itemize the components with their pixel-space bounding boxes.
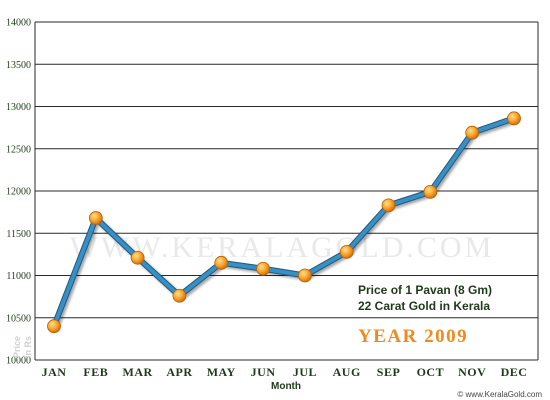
x-axis-ticks: JAN FEB MAR APR MAY JUN JUL AUG SEP OCT NOV DEC xyxy=(42,365,528,379)
y-tick-label: 13000 xyxy=(6,102,31,113)
year-label: YEAR 2009 xyxy=(358,326,468,347)
x-axis-label: Month xyxy=(271,381,301,392)
y-axis-ticks: 10000 10500 11000 11500 12000 12500 13000 13500… xyxy=(6,18,31,367)
x-tick-label: JAN xyxy=(42,365,67,379)
data-point-nov xyxy=(465,125,480,140)
data-point-aug xyxy=(339,244,354,259)
y-tick-label: 11000 xyxy=(6,271,31,282)
y-tick-label: 12500 xyxy=(6,144,31,155)
x-tick-label: JUN xyxy=(251,365,276,379)
y-axis-label-line-2: in Rs xyxy=(23,336,33,358)
x-tick-label: MAY xyxy=(207,365,236,379)
x-tick-label: FEB xyxy=(83,365,108,379)
x-tick-label: SEP xyxy=(377,365,401,379)
data-point-feb xyxy=(88,211,103,225)
y-tick-label: 13500 xyxy=(6,60,31,71)
x-tick-label: JUL xyxy=(293,365,317,379)
footer-credit: © www.KeralaGold.com xyxy=(457,390,542,399)
annotation-line-1: Price of 1 Pavan (8 Gm) xyxy=(358,283,492,297)
y-axis-label-line-1: Price xyxy=(12,336,22,358)
y-axis-label: Price in Rs xyxy=(12,336,33,358)
data-point-dec xyxy=(507,111,521,126)
x-tick-label: OCT xyxy=(417,365,445,379)
y-tick-label: 12000 xyxy=(6,187,31,198)
data-point-sep xyxy=(381,198,396,213)
data-point-jun xyxy=(256,261,270,276)
x-tick-label: MAR xyxy=(123,365,153,379)
data-point-jan xyxy=(47,319,61,334)
data-point-jul xyxy=(298,268,312,283)
y-tick-label: 10500 xyxy=(6,313,31,324)
y-tick-label: 11500 xyxy=(6,229,31,240)
data-point-may xyxy=(214,255,229,270)
series-line-path xyxy=(52,116,516,329)
x-tick-label: AUG xyxy=(333,365,361,379)
x-tick-label: DEC xyxy=(501,365,528,379)
data-point-mar xyxy=(130,250,145,265)
data-point-apr xyxy=(172,288,187,303)
y-tick-label: 14000 xyxy=(6,18,31,29)
data-points xyxy=(47,111,521,334)
x-tick-label: NOV xyxy=(458,365,486,379)
data-point-oct xyxy=(423,184,438,199)
annotation-line-2: 22 Carat Gold in Kerala xyxy=(358,299,490,313)
x-tick-label: APR xyxy=(166,365,192,379)
series-line xyxy=(51,115,517,330)
y-tick-label: 10000 xyxy=(6,356,31,367)
